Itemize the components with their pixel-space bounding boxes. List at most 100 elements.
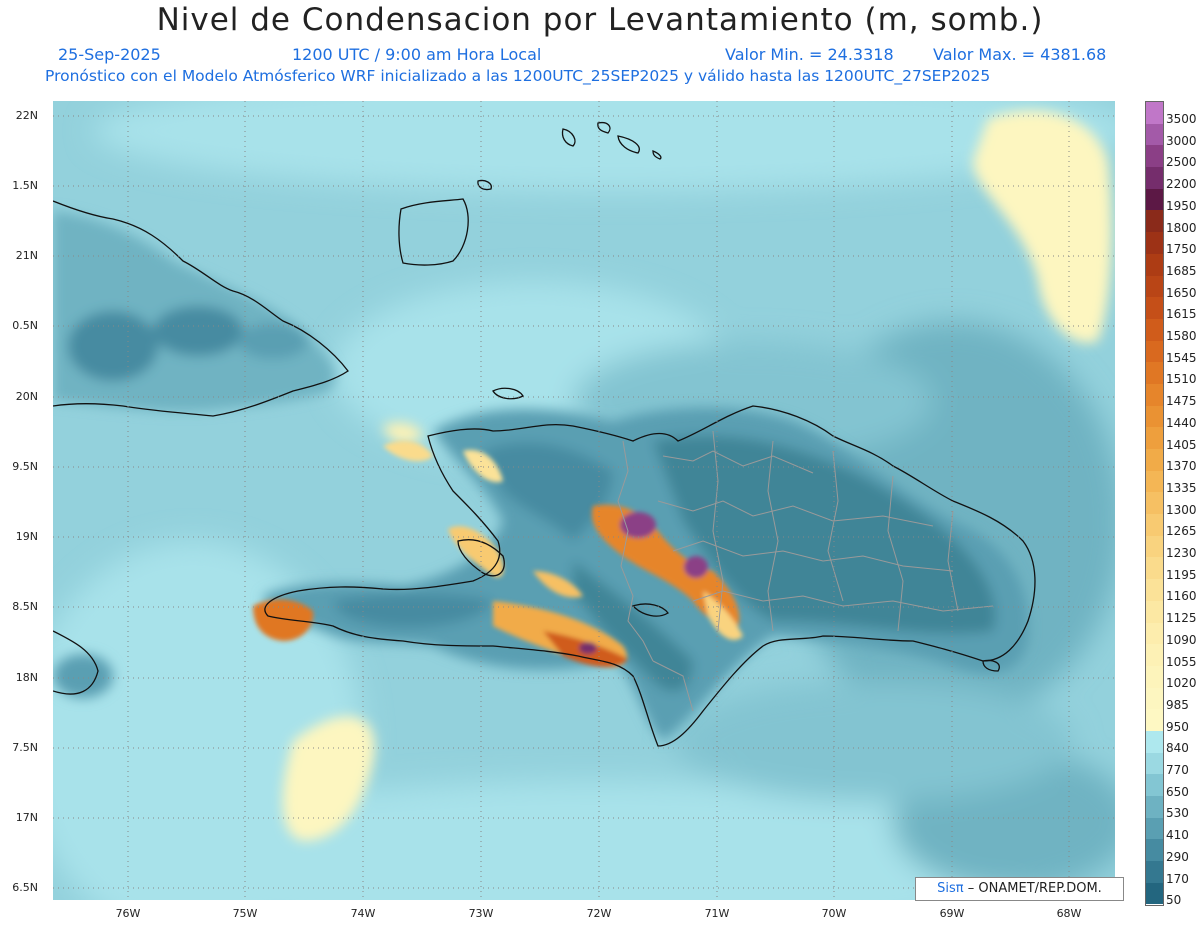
- forecast-time: 1200 UTC / 9:00 am Hora Local: [292, 45, 542, 64]
- color-scale-label: 1405: [1166, 437, 1197, 452]
- color-scale-swatch: [1146, 362, 1163, 384]
- color-scale-label: 170: [1166, 871, 1189, 886]
- color-scale-label: 1650: [1166, 285, 1197, 300]
- color-scale-swatch: [1146, 253, 1163, 276]
- color-scale-swatch: [1146, 687, 1163, 710]
- credit-box: Sisπ – ONAMET/REP.DOM.: [915, 877, 1124, 901]
- lat-label: 21N: [15, 249, 38, 262]
- color-scale-label: 1160: [1166, 589, 1197, 604]
- lon-label: 68W: [1056, 907, 1082, 920]
- high-lcl-mountains: [253, 440, 743, 668]
- color-scale-swatch: [1146, 774, 1163, 796]
- color-scale-label: 1475: [1166, 394, 1197, 409]
- cuba-field: [53, 211, 336, 698]
- lat-label: 18N: [15, 671, 38, 684]
- color-scale-swatch: [1146, 449, 1163, 471]
- high-lcl-sea: [282, 110, 1112, 841]
- lat-label: 9.5N: [12, 460, 38, 473]
- min-value-label: Valor Min. = 24.3318: [725, 45, 894, 64]
- color-scale-swatch: [1146, 557, 1163, 580]
- color-scale-swatch: [1146, 514, 1163, 536]
- graticule: [53, 101, 1115, 900]
- color-scale-label: 1800: [1166, 220, 1197, 235]
- lat-label: 6.5N: [12, 881, 38, 894]
- lon-label: 74W: [350, 907, 376, 920]
- color-scale-label: 1195: [1166, 567, 1197, 582]
- color-scale-swatch: [1146, 535, 1163, 558]
- color-scale-label: 770: [1166, 763, 1189, 778]
- province-borders: [617, 430, 994, 712]
- lon-label: 70W: [821, 907, 847, 920]
- lat-label: 20N: [15, 390, 38, 403]
- lon-label: 76W: [115, 907, 141, 920]
- lon-label: 72W: [586, 907, 612, 920]
- lat-label: 7.5N: [12, 741, 38, 754]
- color-scale-label: 1230: [1166, 546, 1197, 561]
- color-scale-label: 1370: [1166, 459, 1197, 474]
- color-scale-label: 530: [1166, 806, 1189, 821]
- color-scale-swatch: [1146, 817, 1163, 840]
- color-scale-swatch: [1146, 665, 1163, 688]
- color-scale-swatch: [1146, 427, 1163, 449]
- lon-label: 73W: [468, 907, 494, 920]
- color-scale-label: 1125: [1166, 611, 1197, 626]
- lat-label: 22N: [15, 109, 38, 122]
- color-scale-label: 650: [1166, 784, 1189, 799]
- color-scale-label: 1510: [1166, 372, 1197, 387]
- coastlines: [53, 121, 1036, 747]
- color-scale-swatch: [1146, 644, 1163, 666]
- color-scale-swatch: [1146, 102, 1163, 124]
- color-scale-label: 50: [1166, 893, 1182, 908]
- color-scale-swatch: [1146, 882, 1163, 905]
- color-scale-swatch: [1146, 275, 1163, 298]
- color-scale-swatch: [1146, 383, 1163, 406]
- lat-label: 0.5N: [12, 319, 38, 332]
- credit-text: – ONAMET/REP.DOM.: [967, 881, 1102, 896]
- color-scale-label: 1020: [1166, 676, 1197, 691]
- color-scale-swatch: [1146, 318, 1163, 341]
- color-scale-label: 1335: [1166, 480, 1197, 495]
- color-scale-label: 985: [1166, 697, 1189, 712]
- color-scale-swatch: [1146, 839, 1163, 862]
- color-scale-label: 1055: [1166, 654, 1197, 669]
- color-scale-swatch: [1146, 123, 1163, 146]
- color-scale-swatch: [1146, 861, 1163, 883]
- color-scale-swatch: [1146, 145, 1163, 168]
- color-scale-swatch: [1146, 405, 1163, 428]
- color-scale-swatch: [1146, 492, 1163, 515]
- color-scale-swatch: [1146, 752, 1163, 775]
- lon-label: 75W: [232, 907, 258, 920]
- color-scale-label: 1750: [1166, 242, 1197, 257]
- lon-label: 69W: [939, 907, 965, 920]
- color-scale-swatch: [1146, 796, 1163, 818]
- color-scale-bar: [1145, 101, 1164, 906]
- lat-label: 19N: [15, 530, 38, 543]
- color-scale-label: 950: [1166, 719, 1189, 734]
- color-scale-label: 1440: [1166, 415, 1197, 430]
- max-value-label: Valor Max. = 4381.68: [933, 45, 1107, 64]
- color-scale-swatch: [1146, 232, 1163, 254]
- model-subtitle: Pronóstico con el Modelo Atmósferico WRF…: [45, 67, 991, 85]
- color-scale-swatch: [1146, 188, 1163, 211]
- color-scale-label: 1300: [1166, 502, 1197, 517]
- color-scale-swatch: [1146, 297, 1163, 319]
- color-scale-swatch: [1146, 600, 1163, 623]
- color-scale-swatch: [1146, 340, 1163, 363]
- forecast-date: 25-Sep-2025: [58, 45, 161, 64]
- color-scale-swatch: [1146, 210, 1163, 233]
- color-scale-label: 1685: [1166, 263, 1197, 278]
- color-scale-label: 1265: [1166, 524, 1197, 539]
- color-scale-label: 290: [1166, 849, 1189, 864]
- color-scale-swatch: [1146, 709, 1163, 731]
- color-scale-swatch: [1146, 730, 1163, 753]
- color-scale-swatch: [1146, 470, 1163, 493]
- chart-title: Nivel de Condensacion por Levantamiento …: [156, 2, 1044, 38]
- color-scale-label: 410: [1166, 828, 1189, 843]
- color-scale-label: 1615: [1166, 307, 1197, 322]
- color-scale-label: 840: [1166, 741, 1189, 756]
- color-scale-label: 3500: [1166, 112, 1197, 126]
- lat-label: 17N: [15, 811, 38, 824]
- color-scale-swatch: [1146, 167, 1163, 189]
- color-scale-label: 3000: [1166, 133, 1197, 148]
- lon-label: 71W: [704, 907, 730, 920]
